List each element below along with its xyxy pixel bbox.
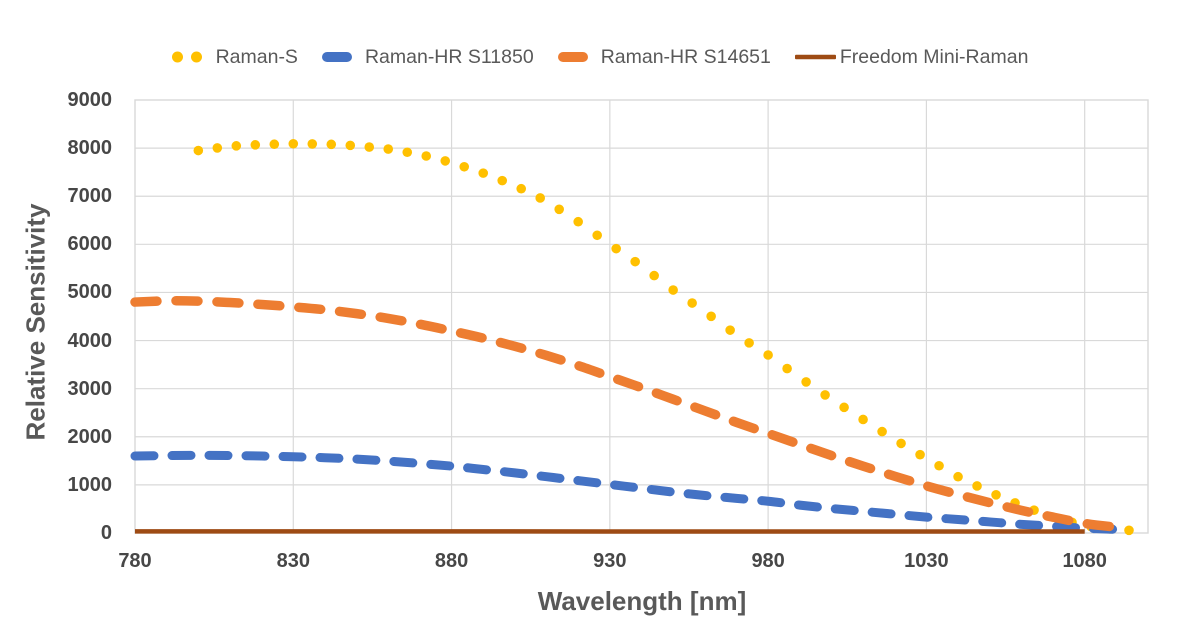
x-tick-label: 830 bbox=[276, 550, 310, 572]
dashed-series-marker-icon bbox=[321, 52, 352, 62]
y-axis-title: Relative Sensitivity bbox=[20, 203, 51, 441]
legend-item-freedom-mini-raman: Freedom Mini-Raman bbox=[794, 45, 1029, 69]
y-tick-label: 6000 bbox=[67, 233, 113, 256]
y-tick-label: 1000 bbox=[67, 473, 113, 496]
x-tick-label: 880 bbox=[434, 550, 469, 572]
y-tick-label: 7000 bbox=[67, 185, 113, 208]
x-tick-label: 1030 bbox=[904, 550, 949, 572]
legend-item-raman-s: Raman-S bbox=[171, 45, 298, 69]
y-tick-label: 9000 bbox=[67, 89, 113, 111]
legend-label-raman-hr-s14651: Raman-HR S14651 bbox=[600, 45, 771, 68]
chart-legend: Raman-S Raman-HR S11850 Raman-HR S14651 … bbox=[0, 44, 1200, 70]
x-tick-label: 1080 bbox=[1062, 550, 1107, 572]
dashed-series-marker-icon bbox=[557, 52, 588, 62]
x-tick-label: 780 bbox=[118, 550, 152, 572]
y-tick-label: 4000 bbox=[67, 329, 113, 352]
y-tick-label: 5000 bbox=[67, 281, 113, 304]
x-axis-title: Wavelength [nm] bbox=[537, 586, 747, 616]
legend-label-freedom-mini-raman: Freedom Mini-Raman bbox=[839, 45, 1029, 68]
legend-item-raman-hr-s14651: Raman-HR S14651 bbox=[557, 45, 771, 69]
y-tick-label: 8000 bbox=[67, 137, 113, 160]
solid-line-marker-icon bbox=[794, 53, 836, 61]
legend-label-raman-hr-s11850: Raman-HR S11850 bbox=[364, 45, 534, 68]
y-tick-label: 0 bbox=[100, 522, 112, 544]
legend-item-raman-hr-s11850: Raman-HR S11850 bbox=[321, 45, 534, 69]
x-tick-label: 980 bbox=[751, 550, 785, 572]
y-tick-label: 2000 bbox=[67, 425, 113, 448]
dotted-series-marker-icon bbox=[171, 51, 203, 63]
legend-label-raman-s: Raman-S bbox=[215, 45, 298, 68]
x-tick-label: 930 bbox=[593, 550, 627, 572]
y-tick-label: 3000 bbox=[67, 377, 113, 400]
